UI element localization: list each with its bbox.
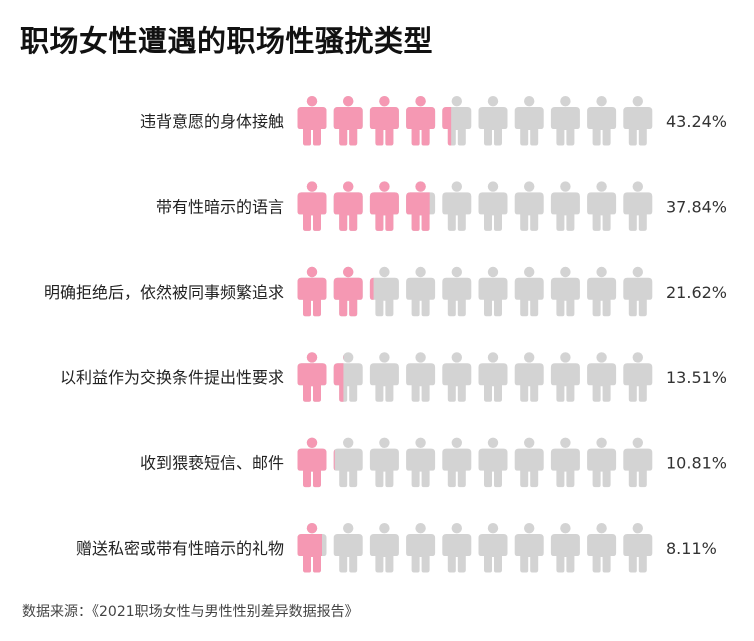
person-icon-empty <box>550 266 580 317</box>
person-icon-empty <box>442 437 472 488</box>
person-icon-filled <box>297 181 327 231</box>
person-icon-empty <box>406 437 436 488</box>
person-icon-empty <box>550 96 580 146</box>
value-label: 37.84% <box>666 197 727 216</box>
person-icon-filled <box>297 96 327 146</box>
person-icon-empty <box>587 96 617 146</box>
person-icon-empty <box>514 266 544 317</box>
category-label: 明确拒绝后，依然被同事频繁追求 <box>44 283 284 302</box>
person-icon-empty <box>478 352 508 402</box>
person-icon-partial <box>333 355 344 402</box>
category-label: 以利益作为交换条件提出性要求 <box>60 368 284 387</box>
person-icon-empty <box>550 523 580 573</box>
person-icon-filled <box>297 352 327 402</box>
person-icon-empty <box>442 266 472 317</box>
person-icon-empty <box>623 266 653 317</box>
value-label: 43.24% <box>666 112 727 131</box>
person-icon-empty <box>442 523 472 573</box>
person-icon-empty <box>442 181 472 231</box>
person-icon-empty <box>514 181 544 231</box>
person-icon-empty <box>514 96 544 146</box>
person-icon-empty <box>514 437 544 488</box>
category-label: 违背意愿的身体接触 <box>140 112 284 131</box>
person-icon-empty <box>406 352 436 402</box>
person-icon-filled <box>297 437 327 488</box>
person-icon-partial <box>442 107 452 146</box>
person-icon-empty <box>587 352 617 402</box>
person-icon-empty <box>587 523 617 573</box>
person-icon-empty <box>623 437 653 488</box>
chart-row: 明确拒绝后，依然被同事频繁追求 21.62% <box>44 266 727 317</box>
person-icon-empty <box>587 266 617 317</box>
person-icon-empty <box>623 181 653 231</box>
person-icon-empty <box>514 352 544 402</box>
person-icon-empty <box>478 181 508 231</box>
value-label: 13.51% <box>666 368 727 387</box>
person-icon-partial <box>369 277 374 300</box>
person-icon-empty <box>478 437 508 488</box>
person-icon-filled <box>297 266 327 317</box>
person-icon-empty <box>369 352 399 402</box>
person-icon-empty <box>550 181 580 231</box>
person-icon-empty <box>406 266 436 317</box>
chart-row: 违背意愿的身体接触 43.24% <box>140 96 727 146</box>
person-icon-empty <box>333 437 363 488</box>
person-icon-empty <box>550 352 580 402</box>
person-icon-partial <box>406 181 430 231</box>
category-label: 赠送私密或带有性暗示的礼物 <box>76 539 284 558</box>
category-label: 带有性暗示的语言 <box>156 197 284 216</box>
person-icon-empty <box>587 437 617 488</box>
person-icon-empty <box>587 181 617 231</box>
value-label: 21.62% <box>666 283 727 302</box>
value-label: 10.81% <box>666 454 727 473</box>
person-icon-partial <box>297 523 322 573</box>
person-icon-filled <box>333 266 363 317</box>
person-icon-filled <box>333 96 363 146</box>
value-label: 8.11% <box>666 539 717 558</box>
chart-title: 职场女性遭遇的职场性骚扰类型 <box>20 24 434 58</box>
person-icon-empty <box>369 437 399 488</box>
chart-row: 以利益作为交换条件提出性要求 13.51% <box>60 352 727 402</box>
person-icon-filled <box>369 181 399 231</box>
person-icon-filled <box>333 181 363 231</box>
person-icon-filled <box>406 96 436 146</box>
person-icon-partial <box>333 449 335 471</box>
person-icon-empty <box>369 523 399 573</box>
person-icon-empty <box>478 523 508 573</box>
person-icon-empty <box>623 523 653 573</box>
person-icon-empty <box>333 523 363 573</box>
person-icon-empty <box>478 96 508 146</box>
chart-row: 赠送私密或带有性暗示的礼物 8.11% <box>76 523 717 573</box>
chart-row: 带有性暗示的语言 37.84% <box>156 181 727 231</box>
person-icon-empty <box>623 352 653 402</box>
category-label: 收到猥亵短信、邮件 <box>140 454 284 473</box>
person-icon-empty <box>406 523 436 573</box>
person-icon-filled <box>369 96 399 146</box>
person-icon-empty <box>442 352 472 402</box>
data-source-note: 数据来源：《2021职场女性与男性性别差异数据报告》 <box>22 604 359 620</box>
person-icon-empty <box>369 266 399 317</box>
person-icon-empty <box>550 437 580 488</box>
person-icon-empty <box>478 266 508 317</box>
person-icon-empty <box>623 96 653 146</box>
person-icon-empty <box>514 523 544 573</box>
chart-row: 收到猥亵短信、邮件 10.81% <box>140 437 727 488</box>
